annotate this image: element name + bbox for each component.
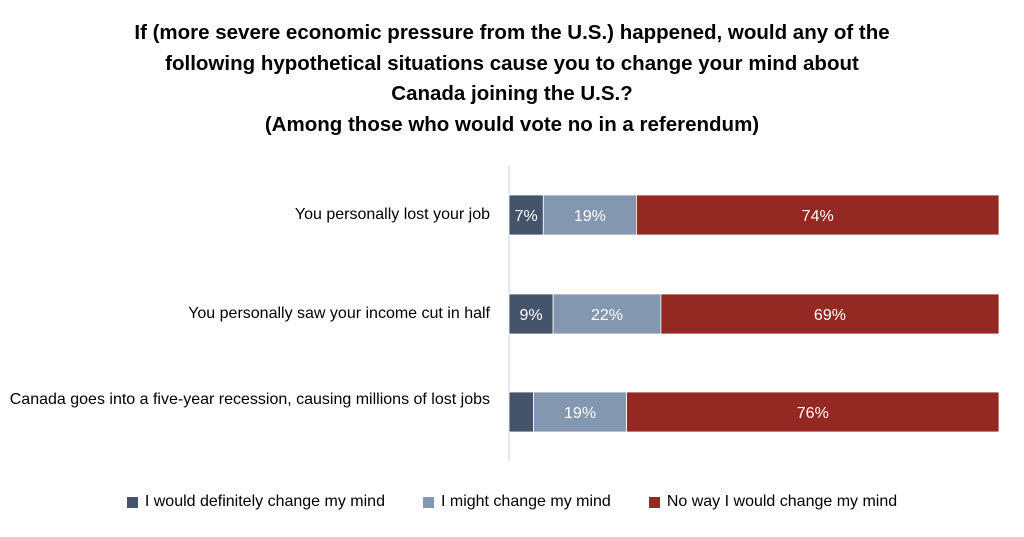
- legend-label: I would definitely change my mind: [144, 493, 385, 510]
- bar-segment: [542, 194, 637, 236]
- legend-swatch: [126, 496, 138, 508]
- legend-item: No way I would change my mind: [648, 493, 898, 511]
- legend: I would definitely change my mind I migh…: [0, 493, 1024, 511]
- data-label: 74%: [802, 208, 834, 225]
- bar-segment: [552, 293, 662, 335]
- data-label: 19%: [564, 405, 596, 422]
- data-label: 69%: [814, 307, 846, 324]
- bar-segment: [626, 391, 1000, 433]
- data-label: 19%: [574, 208, 606, 225]
- data-label: 22%: [591, 307, 623, 324]
- legend-label: I might change my mind: [440, 493, 611, 510]
- title-line: (Among those who would vote no in a refe…: [264, 112, 760, 136]
- legend-item: I would definitely change my mind: [126, 493, 385, 511]
- title-line: following hypothetical situations cause …: [165, 51, 859, 75]
- bar-segment: [508, 293, 554, 335]
- category-label: You personally lost your job: [294, 206, 490, 223]
- bar-segment: [636, 194, 1000, 236]
- data-label: 9%: [519, 307, 542, 324]
- bar-segment: [508, 391, 534, 433]
- bar-segment: [660, 293, 1000, 335]
- legend-swatch: [422, 496, 434, 508]
- legend-item: I might change my mind: [422, 493, 611, 511]
- data-label: 76%: [797, 405, 829, 422]
- data-label: 7%: [515, 208, 538, 225]
- category-label: Canada goes into a five-year recession, …: [9, 391, 490, 408]
- chart-title: If (more severe economic pressure from t…: [0, 18, 1024, 140]
- bar-segment: [533, 391, 627, 433]
- category-label: You personally saw your income cut in ha…: [188, 305, 490, 322]
- legend-label: No way I would change my mind: [666, 493, 898, 510]
- legend-swatch: [648, 496, 660, 508]
- title-line: Canada joining the U.S.?: [391, 82, 633, 105]
- title-line: If (more severe economic pressure from t…: [134, 21, 890, 44]
